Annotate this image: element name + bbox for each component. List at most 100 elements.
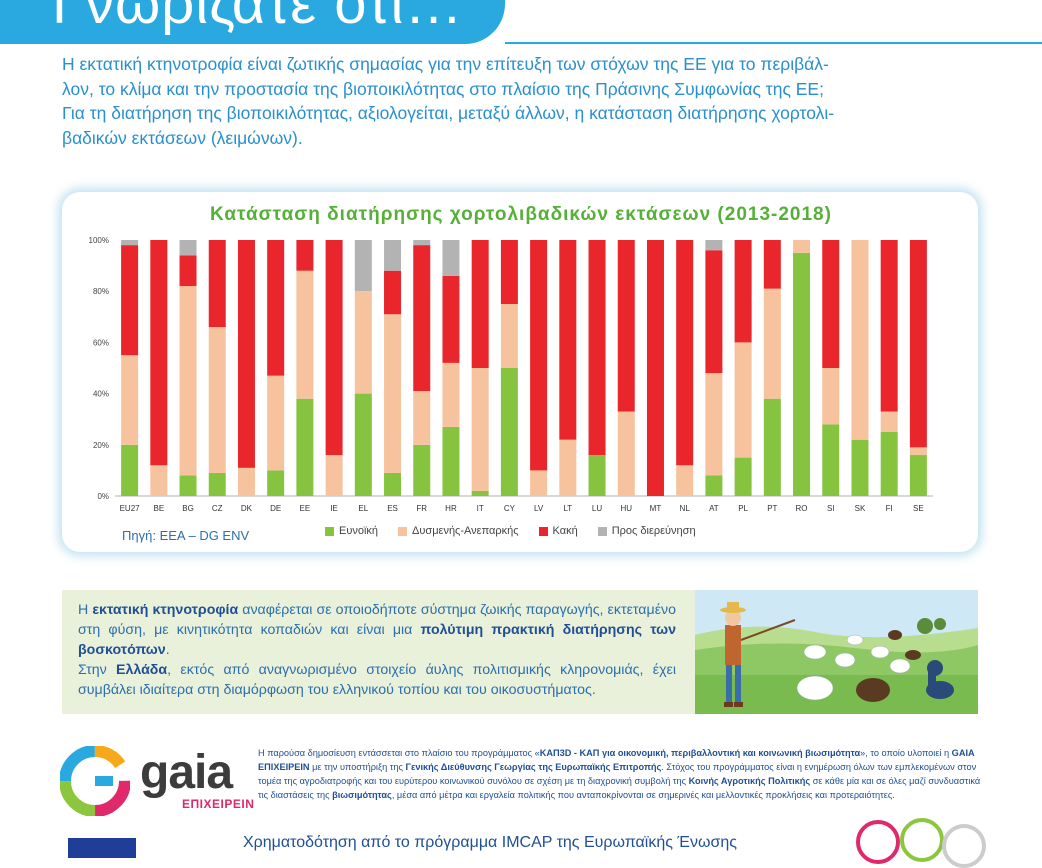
x-tick-label: EL <box>358 504 368 513</box>
x-tick-label: SI <box>827 504 835 513</box>
text-span: , εκτός από αναγνωρισμένο στοιχείο άυλης… <box>78 662 677 698</box>
bar-segment <box>296 398 314 496</box>
x-tick-label: BE <box>153 504 164 513</box>
x-tick-label: FI <box>886 504 893 513</box>
y-tick-label: 100% <box>89 236 109 245</box>
highlight-text: πολύτιμη πρακτική διατήρησης των βοσκοτό… <box>78 622 677 658</box>
funding-note: Χρηματοδότηση από το πρόγραμμα IMCAP της… <box>243 834 737 851</box>
x-tick-label: LU <box>592 504 602 513</box>
bar-segment <box>267 240 285 376</box>
intro-line: βαδικών εκτάσεων (λειμώνων). <box>62 127 303 148</box>
legend-swatch <box>398 526 408 536</box>
text-span: με την υποστήριξη της <box>309 762 406 772</box>
bar-segment <box>237 467 255 496</box>
header-divider <box>505 42 1042 44</box>
x-tick-label: SE <box>913 504 924 513</box>
x-tick-label: IE <box>330 504 338 513</box>
bar-segment <box>354 291 372 394</box>
legend-label: Ευνοϊκή <box>339 525 379 537</box>
bar-segment <box>325 240 343 456</box>
y-tick-label: 80% <box>93 287 109 296</box>
bar-segment <box>851 439 869 496</box>
bar-segment <box>179 286 197 476</box>
sdg-icon-3 <box>942 824 986 868</box>
bar-segment <box>734 457 752 496</box>
text-span: . <box>165 642 170 658</box>
text-span: , μέσα από μέτρα και εργαλεία πολιτικής … <box>391 790 895 800</box>
legend-swatch <box>597 526 607 536</box>
gaia-logo <box>60 746 130 816</box>
bar-segment <box>237 240 255 468</box>
text-span: . Στόχος του προγράμματος είναι η ενημέρ… <box>258 762 977 786</box>
bar-segment <box>822 368 840 425</box>
bar-segment <box>296 240 314 271</box>
bar-segment <box>208 327 226 473</box>
bar-segment <box>617 240 635 412</box>
bar-segment <box>442 275 460 363</box>
bar-segment <box>822 424 840 496</box>
intro-line: λον, το κλίμα και την προστασία της βιοπ… <box>62 78 824 99</box>
bar-segment <box>442 240 460 276</box>
bar-segment <box>880 411 898 432</box>
bar-segment <box>267 470 285 496</box>
bar-segment <box>471 490 489 496</box>
bar-segment <box>880 432 898 496</box>
bar-segment <box>471 368 489 491</box>
y-tick-label: 60% <box>93 338 109 347</box>
x-tick-label: HR <box>445 504 457 513</box>
bar-segment <box>734 240 752 343</box>
bar-segment <box>325 455 343 496</box>
legend-swatch <box>325 526 334 536</box>
bar-segment <box>530 240 548 471</box>
bar-segment <box>179 255 197 287</box>
bar-segment <box>267 375 285 471</box>
bar-segment <box>705 250 723 374</box>
logo-subtitle: ΕΠΙΧΕΙΡΕΙΝ <box>182 797 255 811</box>
text-span: Η <box>78 602 93 618</box>
x-tick-label: FR <box>416 504 427 513</box>
bar-segment <box>734 342 752 458</box>
legend-item: Δυσμενής-Ανεπαρκής <box>398 525 519 537</box>
x-tick-label: CY <box>504 504 516 513</box>
bar-segment <box>179 475 197 496</box>
bar-segment <box>763 240 781 289</box>
bar-segment <box>384 314 402 473</box>
sdg-icon-2 <box>900 818 944 862</box>
legend-label: Κακή <box>552 525 578 537</box>
legend-item: Προς διερεύνηση <box>597 525 696 537</box>
bar-segment <box>793 252 811 496</box>
x-tick-label: MT <box>650 504 662 513</box>
legend-item: Ευνοϊκή <box>325 525 378 537</box>
bar-segment <box>705 475 723 496</box>
bar-segment <box>442 426 460 496</box>
intro-line: Για τη διατήρηση της βιοποικιλότητας, αξ… <box>62 103 835 123</box>
bar-segment <box>442 362 460 427</box>
intro-line: Η εκτατική κτηνοτροφία είναι ζωτικής σημ… <box>62 54 829 74</box>
x-tick-label: HU <box>620 504 632 513</box>
legend-label: Προς διερεύνηση <box>611 525 696 537</box>
bar-segment <box>208 240 226 328</box>
text-span: σε κάθε μία και σε όλες μαζί συνδυαστικά… <box>258 776 981 800</box>
logo-wordmark: gaia <box>140 746 233 799</box>
bar-segment <box>121 240 139 246</box>
intro-text: Η εκτατική κτηνοτροφία είναι ζωτικής σημ… <box>62 52 992 150</box>
bar-segment <box>705 373 723 476</box>
bar-segment <box>588 240 606 456</box>
y-tick-label: 40% <box>93 390 109 399</box>
highlight-text: εκτατική κτηνοτροφία <box>92 602 239 618</box>
bar-segment <box>763 288 781 399</box>
x-tick-label: LV <box>534 504 544 513</box>
bar-segment <box>705 240 723 251</box>
bar-segment <box>413 245 431 392</box>
chart-source: Πηγή: EEA – DG ENV <box>122 528 250 543</box>
x-tick-label: SK <box>855 504 866 513</box>
stacked-bar-chart: 0% 20% 40% 60% 80% 100% EU27 BE BG CZ DK DE EE IE EL ES… <box>89 236 933 513</box>
eu-flag <box>68 838 136 858</box>
bar-segment <box>354 393 372 496</box>
bar-segment <box>121 245 139 356</box>
bar-segment <box>150 465 168 496</box>
highlight-text: Ελλάδα <box>116 662 168 678</box>
x-tick-label: CZ <box>212 504 223 513</box>
text-span: αναφέρεται σε οποιοδήποτε σύστημα ζωικής… <box>78 602 676 638</box>
bar-segment <box>384 472 402 496</box>
